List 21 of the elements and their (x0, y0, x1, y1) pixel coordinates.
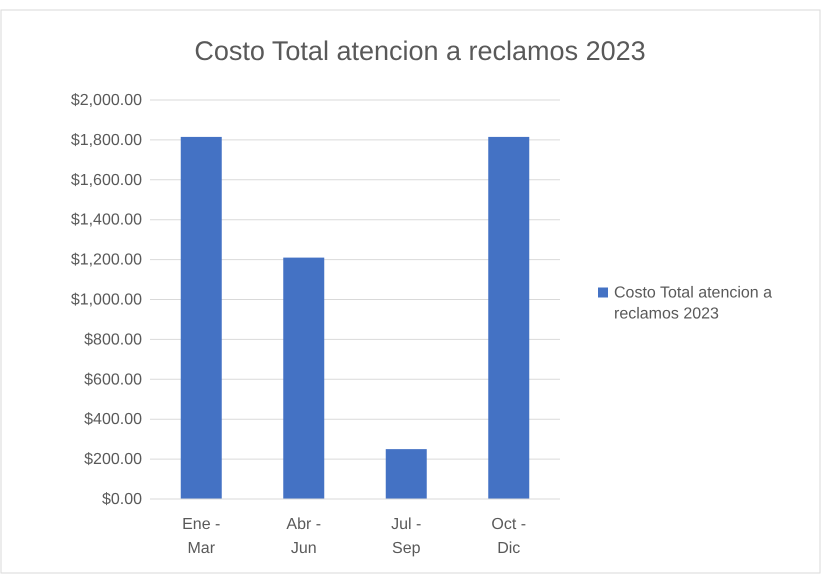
y-tick-label: $0.00 (102, 491, 142, 508)
legend-label: Costo Total atencion a reclamos 2023 (614, 284, 772, 322)
y-tick-label: $400.00 (84, 411, 142, 428)
bar (386, 449, 427, 499)
y-tick-label: $1,600.00 (70, 172, 142, 189)
x-tick-label: Ene - Mar (182, 516, 220, 557)
x-tick-label: Abr - Jun (286, 516, 322, 557)
y-tick-label: $200.00 (84, 451, 142, 468)
x-tick-label: Jul - Sep (391, 516, 422, 557)
x-tick-label: Oct - Dic (491, 516, 526, 557)
chart-title: Costo Total atencion a reclamos 2023 (194, 36, 646, 66)
y-tick-label: $1,000.00 (70, 292, 142, 308)
bar (488, 136, 530, 499)
y-tick-label: $800.00 (84, 331, 142, 348)
y-tick-label: $1,200.00 (70, 252, 142, 269)
y-tick-label: $2,000.00 (70, 92, 142, 109)
bar (180, 136, 222, 499)
y-tick-label: $1,800.00 (70, 132, 142, 149)
bar (283, 258, 324, 499)
y-tick-label: $600.00 (84, 371, 142, 388)
y-tick-label: $1,400.00 (70, 212, 142, 229)
